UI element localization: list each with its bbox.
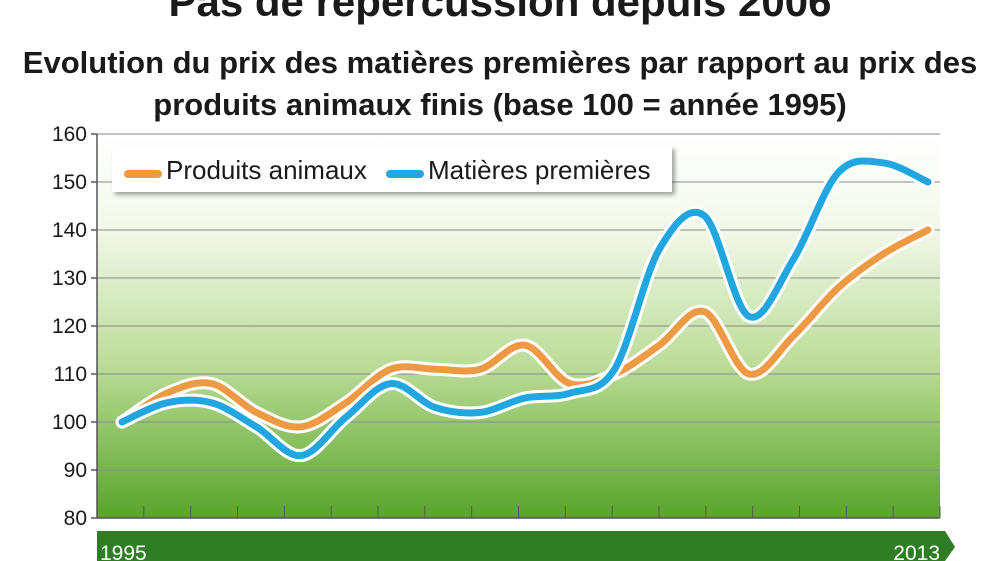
data-point-matieres-premieres-1997 bbox=[211, 402, 213, 404]
legend bbox=[112, 146, 672, 192]
data-point-produits-animaux-2002 bbox=[434, 368, 436, 370]
y-tick-label-160: 160 bbox=[52, 123, 87, 146]
data-point-matieres-premieres-2004 bbox=[524, 397, 526, 399]
data-point-produits-animaux-1996 bbox=[166, 392, 168, 394]
data-point-produits-animaux-1998 bbox=[255, 411, 257, 413]
x-tick-label-last: 2013 bbox=[893, 542, 940, 561]
data-point-matieres-premieres-1998 bbox=[255, 426, 257, 428]
chart-subtitle: Evolution du prix des matières premières… bbox=[22, 45, 978, 122]
data-point-produits-animaux-2013 bbox=[927, 229, 929, 231]
y-tick-label-130: 130 bbox=[52, 267, 87, 290]
legend-label-produits-animaux: Produits animaux bbox=[166, 155, 367, 185]
data-point-produits-animaux-2001 bbox=[390, 368, 392, 370]
y-tick-label-90: 90 bbox=[64, 459, 87, 482]
data-point-produits-animaux-2000 bbox=[345, 402, 347, 404]
data-point-matieres-premieres-2000 bbox=[345, 416, 347, 418]
data-point-produits-animaux-2008 bbox=[703, 311, 705, 313]
data-point-matieres-premieres-2012 bbox=[882, 162, 884, 164]
data-point-matieres-premieres-2010 bbox=[793, 258, 795, 260]
x-axis-ticks bbox=[96, 506, 941, 519]
data-point-produits-animaux-2011 bbox=[837, 287, 839, 289]
data-point-matieres-premieres-2006 bbox=[614, 368, 616, 370]
data-point-produits-animaux-2005 bbox=[569, 383, 571, 385]
data-point-matieres-premieres-1999 bbox=[300, 455, 302, 457]
data-point-matieres-premieres-2002 bbox=[434, 407, 436, 409]
legend-label-matieres-premieres: Matières premières bbox=[428, 155, 651, 185]
chart-title: Pas de répercussion depuis 2006 bbox=[168, 0, 832, 25]
y-tick-label-140: 140 bbox=[52, 219, 87, 242]
legend-box bbox=[112, 146, 672, 192]
data-point-produits-animaux-2012 bbox=[882, 253, 884, 255]
data-point-produits-animaux-2003 bbox=[479, 368, 481, 370]
data-point-matieres-premieres-2005 bbox=[569, 392, 571, 394]
data-point-produits-animaux-2004 bbox=[524, 344, 526, 346]
data-point-matieres-premieres-2008 bbox=[703, 215, 705, 217]
data-point-matieres-premieres-2011 bbox=[837, 171, 839, 173]
data-point-matieres-premieres-2007 bbox=[658, 248, 660, 250]
data-point-matieres-premieres-2013 bbox=[927, 181, 929, 183]
y-tick-label-100: 100 bbox=[52, 411, 87, 434]
data-point-matieres-premieres-2009 bbox=[748, 315, 750, 317]
series-group bbox=[115, 154, 935, 463]
data-point-produits-animaux-2009 bbox=[748, 373, 750, 375]
y-tick-label-110: 110 bbox=[54, 363, 87, 386]
data-point-matieres-premieres-1995 bbox=[121, 421, 123, 423]
data-point-matieres-premieres-2001 bbox=[390, 383, 392, 385]
y-tick-label-150: 150 bbox=[52, 171, 87, 194]
y-tick-label-120: 120 bbox=[52, 315, 87, 338]
data-point-produits-animaux-2007 bbox=[658, 344, 660, 346]
y-axis: 80 90 100 110 120 130 140 150 160 bbox=[52, 123, 97, 530]
data-point-produits-animaux-1997 bbox=[211, 383, 213, 385]
y-tick-label-80: 80 bbox=[64, 507, 87, 530]
data-point-produits-animaux-1999 bbox=[300, 426, 302, 428]
data-point-produits-animaux-2010 bbox=[793, 335, 795, 337]
x-tick-label-first: 1995 bbox=[100, 542, 147, 561]
data-point-matieres-premieres-1996 bbox=[166, 402, 168, 404]
x-axis-arrow bbox=[97, 531, 955, 561]
data-point-matieres-premieres-2003 bbox=[479, 411, 481, 413]
